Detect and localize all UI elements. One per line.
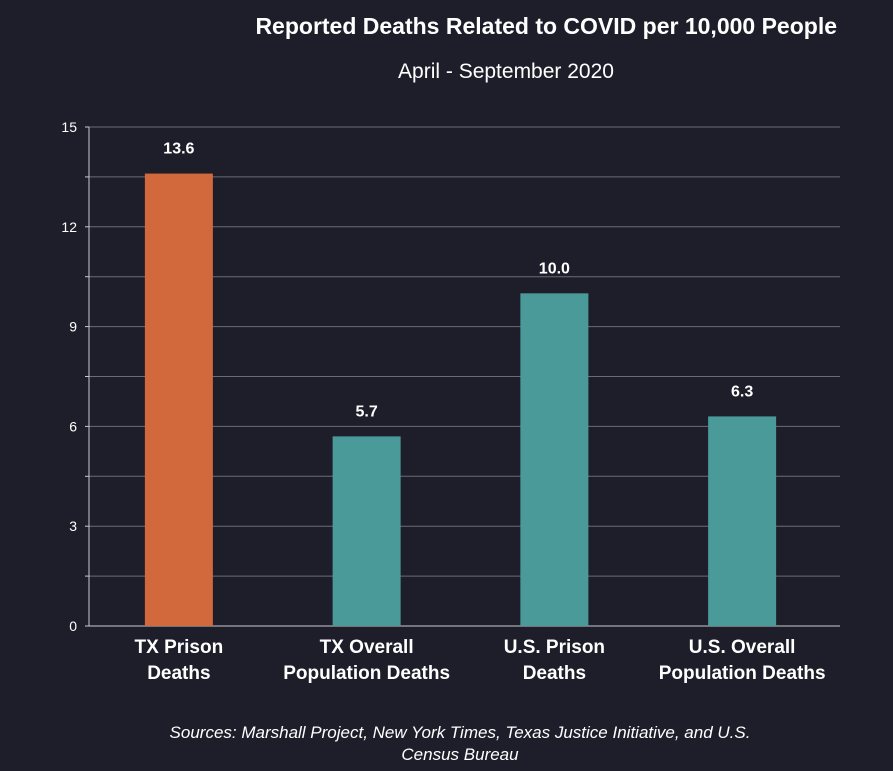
category-labels: TX Prison Deaths TX Overall Population Deat…	[135, 637, 826, 684]
category-label: U.S. Overall	[689, 637, 796, 658]
y-tick-label: 6	[69, 418, 77, 434]
chart-source: Sources: Marshall Project, New York Time…	[169, 723, 751, 764]
chart-title: Reported Deaths Related to COVID per 10,…	[255, 13, 837, 39]
category-label: U.S. Prison	[504, 637, 605, 658]
y-tick-labels: 0 3 6 9 12 15	[61, 119, 77, 634]
chart-subtitle: April - September 2020	[398, 60, 614, 83]
y-tick-label: 0	[69, 618, 77, 634]
y-tick-label: 15	[61, 119, 77, 135]
bar	[332, 436, 401, 626]
category-label: Deaths	[147, 663, 210, 684]
bar	[144, 173, 213, 626]
data-label: 6.3	[731, 383, 753, 400]
data-labels: 13.6 5.7 10.0 6.3	[163, 141, 753, 421]
category-label: TX Prison	[135, 637, 224, 658]
category-label: Deaths	[523, 663, 586, 684]
y-tick-label: 9	[69, 319, 77, 335]
data-label: 5.7	[356, 403, 378, 420]
bar	[708, 416, 777, 626]
category-label: Population Deaths	[659, 663, 826, 684]
data-label: 10.0	[539, 260, 570, 277]
data-label: 13.6	[163, 141, 194, 158]
bar	[520, 293, 589, 626]
y-tick-label: 3	[69, 518, 77, 534]
category-label: Population Deaths	[283, 663, 450, 684]
bars	[144, 173, 777, 626]
y-tick-label: 12	[61, 219, 77, 235]
category-label: TX Overall	[320, 637, 414, 658]
